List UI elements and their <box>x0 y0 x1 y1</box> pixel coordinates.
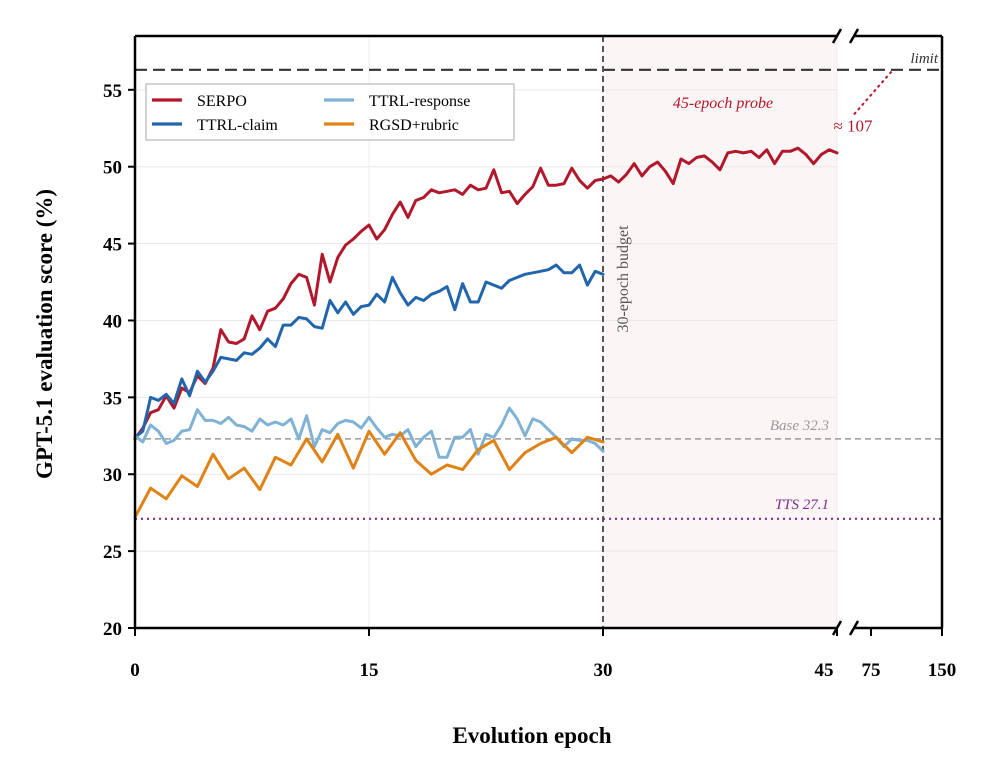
reference-label-tts: TTS 27.1 <box>775 497 829 513</box>
y-tick-label: 45 <box>103 235 122 256</box>
x-tick-label-extended: 75 <box>862 660 881 681</box>
legend-label-ttrl-response: TTRL-response <box>369 93 470 110</box>
budget-line-label: 30-epoch budget <box>615 225 632 333</box>
x-tick-label: 30 <box>594 660 613 681</box>
break-annotation: ≈ 107 <box>833 116 873 135</box>
legend-box <box>145 83 515 141</box>
axis-break-mark <box>848 620 860 636</box>
series-line-serpo <box>133 146 839 441</box>
axis-break-mark <box>831 28 843 44</box>
legend-label-serpo: SERPO <box>197 93 247 110</box>
reference-label-limit: limit <box>910 51 938 67</box>
axes-layer <box>133 28 944 636</box>
reference-lines-layer <box>135 36 942 628</box>
y-tick-label: 25 <box>103 542 122 563</box>
series-line-rgsd-rubric <box>133 429 605 519</box>
annotation-layer: 45-epoch probe limit Base 32.3 TTS 27.1 30-e… <box>615 51 939 513</box>
probe-region <box>603 36 837 628</box>
x-tick-label: 0 <box>130 660 140 681</box>
probe-region-label: 45-epoch probe <box>673 95 773 112</box>
legend-label-rgsd-rubric: RGSD+rubric <box>369 117 459 134</box>
series-layer <box>133 69 894 519</box>
x-tick-label: 45 <box>815 660 834 681</box>
y-tick-label: 30 <box>103 465 122 486</box>
y-axis-label: GPT-5.1 evaluation score (%) <box>32 189 57 479</box>
x-tick-label: 15 <box>360 660 379 681</box>
y-tick-label: 20 <box>103 619 122 640</box>
x-axis-label: Evolution epoch <box>452 723 611 748</box>
axis-break-mark <box>848 28 860 44</box>
ticks-layer: 20 25 30 35 40 45 50 55 0 15 30 45 75 150 <box>103 81 956 681</box>
x-tick-label-extended: 150 <box>928 660 957 681</box>
legend-label-ttrl-claim: TTRL-claim <box>197 117 278 134</box>
extrapolation-line <box>853 69 894 116</box>
y-tick-label: 35 <box>103 388 122 409</box>
y-tick-label: 40 <box>103 311 122 332</box>
y-tick-label: 55 <box>103 81 122 102</box>
shaded-region-layer <box>603 36 838 628</box>
legend: SERPO TTRL-claim TTRL-response RGSD+rubric <box>145 83 515 141</box>
series-line-ttrl-response <box>133 406 605 459</box>
y-tick-label: 50 <box>103 158 122 179</box>
reference-label-base: Base 32.3 <box>770 418 829 434</box>
series-line-ttrl-claim <box>133 263 605 439</box>
